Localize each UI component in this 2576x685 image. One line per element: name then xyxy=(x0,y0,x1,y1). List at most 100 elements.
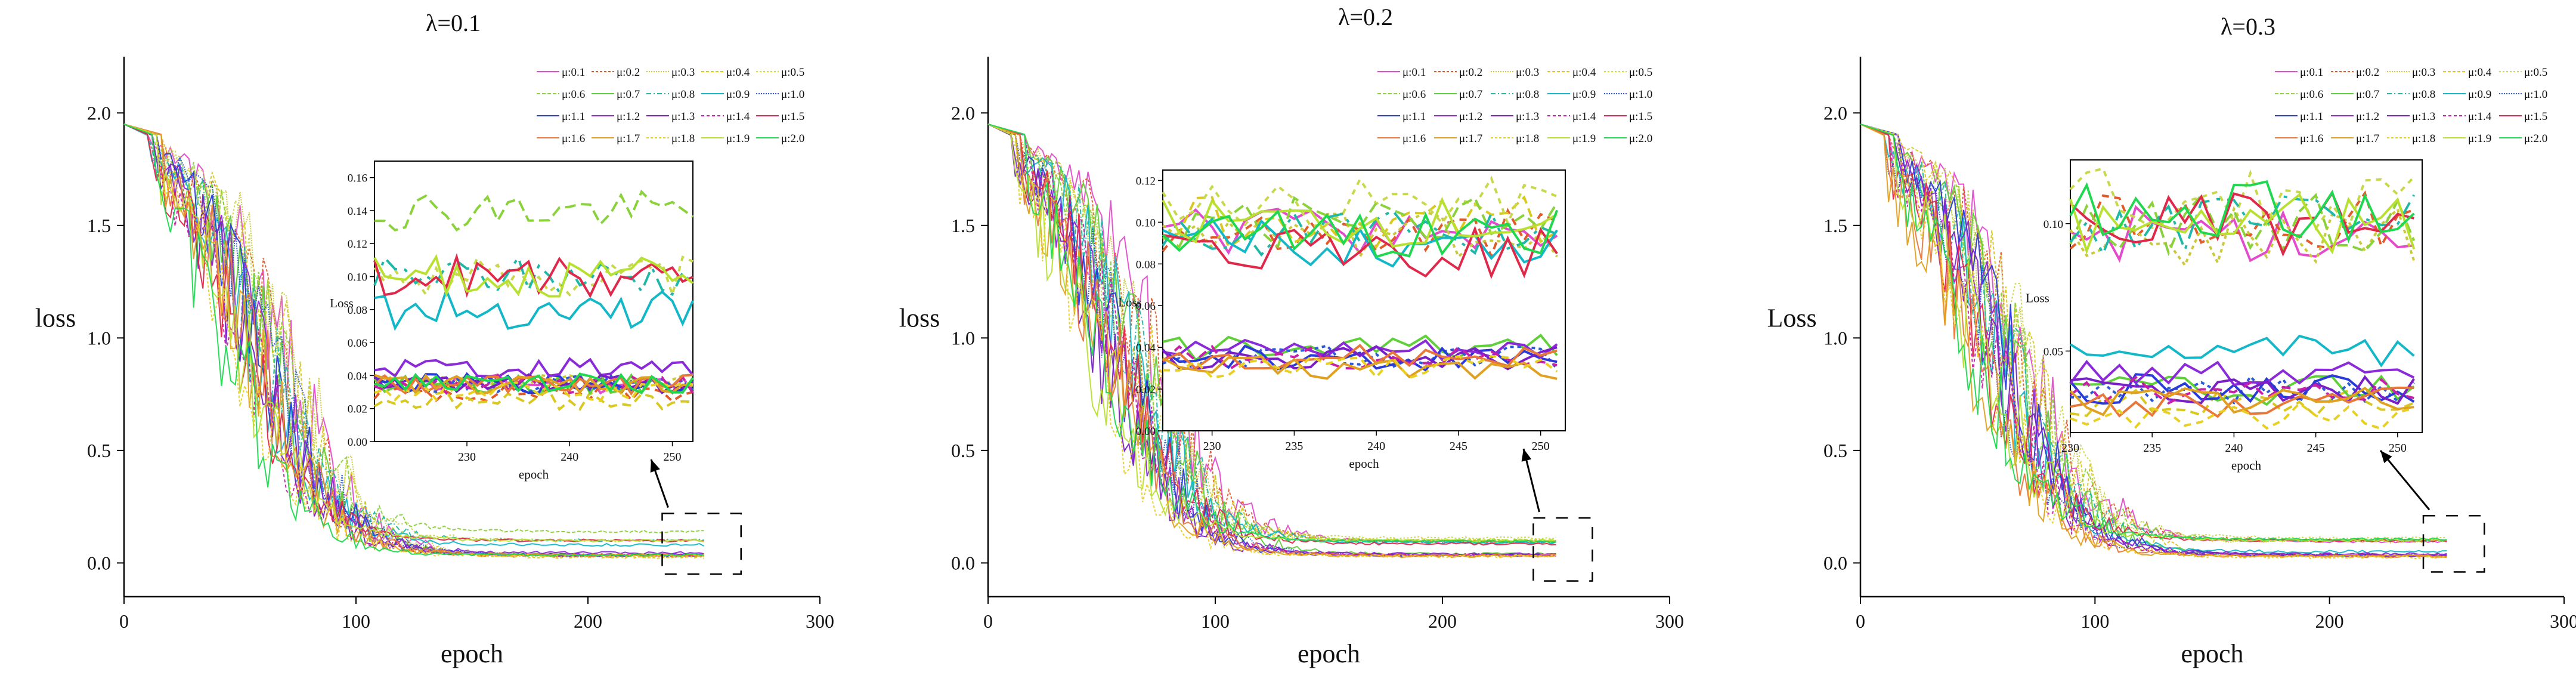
y-tick-label: 1.5 xyxy=(951,215,975,236)
inset-series-line-μ:1.7 xyxy=(1162,355,1558,380)
y-axis-label: loss xyxy=(899,304,940,333)
legend-label: μ:0.2 xyxy=(1459,66,1482,79)
legend-label: μ:1.5 xyxy=(2524,110,2547,123)
series-line-μ:1.8 xyxy=(987,124,1556,559)
legend-label: μ:1.8 xyxy=(1516,132,1539,145)
series-line-μ:1.9 xyxy=(123,124,704,542)
x-axis-label: epoch xyxy=(1298,639,1360,668)
x-tick-label: 100 xyxy=(2080,610,2109,632)
legend-label: μ:1.0 xyxy=(1629,88,1652,101)
chart-title: λ=0.1 xyxy=(426,10,481,36)
legend-label: μ:0.7 xyxy=(2356,88,2379,101)
legend-label: μ:1.8 xyxy=(671,132,695,145)
inset-series-line-μ:1.9 xyxy=(1162,196,1558,248)
inset-y-tick-label: 0.08 xyxy=(1136,258,1156,271)
inset-y-tick-label: 0.04 xyxy=(1136,342,1156,354)
legend-label: μ:2.0 xyxy=(2524,132,2547,145)
inset-chart: 230 235 240 245 250 0.05 0.10 epoch Loss xyxy=(2026,159,2423,473)
x-tick-label: 100 xyxy=(342,610,370,632)
series-line-μ:1.9 xyxy=(1860,124,2447,542)
y-tick-label: 0.0 xyxy=(87,552,111,573)
series-line-μ:1.7 xyxy=(1860,124,2447,559)
legend-label: μ:0.3 xyxy=(1516,66,1539,79)
inset-series-line-μ:0.8 xyxy=(2069,194,2416,257)
y-tick-label: 0.5 xyxy=(87,440,111,461)
inset-x-tick-label: 240 xyxy=(561,451,578,464)
inset-chart: 230 240 250 0.00 0.02 0.04 0.06 0.08 0.10 0.12 0.1… xyxy=(330,161,694,482)
legend-label: μ:1.6 xyxy=(562,132,585,145)
inset-y-tick-label: 0.04 xyxy=(348,370,368,382)
inset-series-line-μ:0.9 xyxy=(374,286,694,331)
x-tick-label: 300 xyxy=(2550,610,2576,632)
inset-series-line-μ:1.3 xyxy=(2070,375,2415,405)
y-tick-label: 0.0 xyxy=(951,552,975,573)
zoom-rectangle xyxy=(2422,515,2485,573)
inset-series-line-μ:1.8 xyxy=(2070,402,2414,430)
inset-x-tick-label: 245 xyxy=(2307,442,2325,455)
legend-label: μ:0.9 xyxy=(726,88,750,101)
y-tick-label: 1.0 xyxy=(87,327,111,348)
legend-label: μ:1.9 xyxy=(2468,132,2491,145)
y-tick-label: 0.0 xyxy=(1823,552,1847,573)
inset-series-line-μ:1.9 xyxy=(2069,193,2416,255)
legend-label: μ:0.3 xyxy=(671,66,695,79)
legend-label: μ:1.4 xyxy=(2468,110,2492,123)
inset-series-line-μ:1.1 xyxy=(2069,373,2415,405)
legend-label: μ:1.1 xyxy=(1402,110,1426,123)
inset-y-tick-label: 0.05 xyxy=(2044,345,2063,358)
inset-x-axis-label: epoch xyxy=(519,467,549,482)
legend-label: μ:1.0 xyxy=(2524,88,2547,101)
legend-label: μ:1.9 xyxy=(726,132,750,145)
inset-y-axis-label: Loss xyxy=(330,296,354,310)
chart-panel-3: λ=0.30 100 200 3000.00.51.01.52.0epochLoss2… xyxy=(1767,13,2576,668)
inset-frame xyxy=(1162,169,1566,431)
legend-label: μ:1.2 xyxy=(2356,110,2379,123)
legend-label: μ:0.5 xyxy=(1629,66,1652,79)
zoom-rectangle xyxy=(1532,517,1593,582)
series-line-μ:0.4 xyxy=(1860,124,2447,558)
y-axis-label: Loss xyxy=(1767,304,1816,333)
chart-title: λ=0.2 xyxy=(1338,4,1393,30)
series-line-μ:1.4 xyxy=(1860,124,2447,557)
series-line-μ:1.9 xyxy=(987,124,1556,542)
inset-series-line-μ:1.1 xyxy=(374,372,694,394)
legend: μ:0.1 μ:0.2 μ:0.3 μ:0.4 μ:0.5 μ:0.6 μ:0.7 μ:0.8… xyxy=(537,66,804,145)
y-tick-label: 2.0 xyxy=(87,102,111,124)
legend-label: μ:1.8 xyxy=(2412,132,2435,145)
series-line-μ:1.7 xyxy=(987,124,1556,559)
legend-label: μ:0.9 xyxy=(2468,88,2491,101)
legend-label: μ:1.0 xyxy=(781,88,804,101)
y-tick-label: 2.0 xyxy=(951,102,975,124)
x-tick-label: 200 xyxy=(574,610,602,632)
y-tick-label: 2.0 xyxy=(1823,102,1847,124)
inset-y-tick-label: 0.08 xyxy=(348,304,367,317)
inset-x-tick-label: 250 xyxy=(1532,440,1550,453)
inset-series-line-μ:1.7 xyxy=(374,373,693,395)
legend-label: μ:1.2 xyxy=(1459,110,1482,123)
x-tick-label: 0 xyxy=(983,610,993,632)
series-line-μ:0.8 xyxy=(123,124,704,542)
legend-label: μ:1.1 xyxy=(562,110,585,123)
legend: μ:0.1 μ:0.2 μ:0.3 μ:0.4 μ:0.5 μ:0.6 μ:0.7 μ:0.8… xyxy=(1377,66,1652,145)
legend-label: μ:1.6 xyxy=(2300,132,2323,145)
series-line-μ:1.4 xyxy=(987,124,1556,557)
inset-chart: 230 235 240 245 250 0.00 0.02 0.04 0.06 0.08 0.10 0… xyxy=(1118,169,1566,471)
legend-label: μ:2.0 xyxy=(1629,132,1652,145)
inset-x-axis-label: epoch xyxy=(2231,458,2262,473)
y-tick-label: 1.0 xyxy=(1823,327,1847,348)
y-tick-label: 1.0 xyxy=(951,327,975,348)
legend-label: μ:1.4 xyxy=(1572,110,1596,123)
inset-series-line-μ:2.0 xyxy=(2069,180,2415,243)
inset-series-line-μ:0.7 xyxy=(2070,374,2415,406)
inset-series-line-μ:0.5 xyxy=(1162,175,1558,228)
inset-series-line-μ:0.2 xyxy=(2069,190,2414,250)
legend-label: μ:2.0 xyxy=(781,132,804,145)
inset-y-tick-label: 0.00 xyxy=(1136,425,1156,438)
inset-series-line-μ:1.9 xyxy=(373,254,694,298)
inset-y-tick-label: 0.02 xyxy=(1136,384,1156,396)
zoom-arrow-head xyxy=(1521,449,1532,462)
inset-series-line-μ:1.8 xyxy=(374,381,693,403)
zoom-arrow-head xyxy=(2380,451,2392,464)
x-axis-label: epoch xyxy=(2181,639,2243,668)
legend-label: μ:0.6 xyxy=(2300,88,2323,101)
